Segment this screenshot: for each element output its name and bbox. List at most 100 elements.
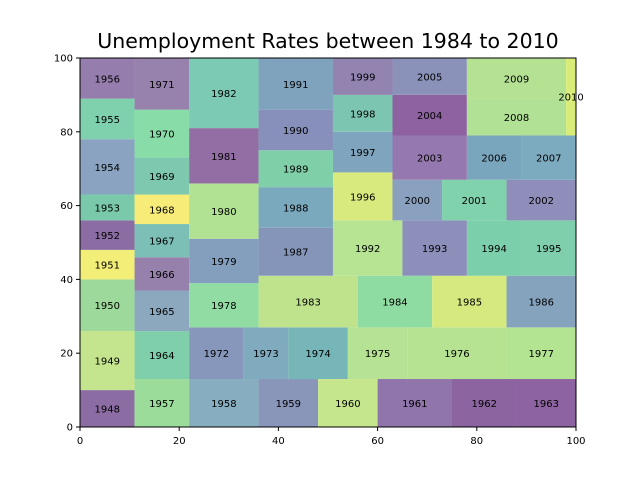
cell-rect [189, 283, 259, 328]
cell-label: 2007 [536, 154, 561, 165]
cell-rect [332, 94, 393, 132]
cell-label: 1978 [211, 301, 236, 312]
cell-rect [134, 58, 190, 110]
x-tick-label: 100 [566, 436, 585, 447]
cell-label: 2006 [481, 154, 506, 165]
cell-rect [332, 220, 403, 276]
treemap-cell: 1979 [189, 238, 259, 284]
cell-rect [134, 224, 190, 258]
cell-rect [258, 109, 333, 151]
cell-label: 2002 [529, 196, 554, 207]
treemap-cell: 1983 [258, 275, 358, 328]
cell-label: 2008 [504, 113, 529, 124]
treemap-cell: 2006 [466, 135, 522, 180]
cell-rect [80, 98, 135, 140]
cell-label: 1968 [149, 205, 174, 216]
treemap-cell: 1952 [80, 220, 135, 250]
cell-label: 1975 [365, 349, 390, 360]
y-tick-label: 0 [67, 423, 73, 434]
treemap-cell: 1993 [402, 220, 467, 276]
cell-rect [506, 275, 576, 328]
treemap-cell: 2009 [466, 58, 567, 99]
cell-label: 1972 [204, 349, 229, 360]
cell-label: 1998 [350, 109, 375, 120]
cell-label: 1990 [283, 126, 308, 137]
cell-rect [466, 135, 522, 180]
cell-rect [566, 58, 576, 136]
cell-rect [506, 327, 576, 380]
treemap-cell: 1953 [80, 194, 135, 221]
treemap-cell: 1973 [243, 327, 289, 380]
cell-label: 1950 [95, 301, 120, 312]
cell-label: 1980 [211, 207, 236, 218]
treemap-cell: 2008 [466, 98, 567, 136]
cell-rect [318, 379, 378, 427]
cell-label: 1965 [149, 307, 174, 318]
cell-label: 2004 [417, 111, 442, 122]
treemap-cell: 1954 [80, 139, 135, 195]
treemap-cell: 1962 [452, 379, 517, 427]
treemap-cell: 1984 [357, 275, 433, 328]
cell-rect [392, 58, 467, 95]
cell-rect [442, 179, 507, 221]
cell-label: 1997 [350, 148, 375, 159]
treemap-cell: 2007 [521, 135, 576, 180]
cell-rect [332, 131, 393, 173]
cell-label: 1971 [149, 80, 174, 91]
treemap-cell: 1963 [516, 379, 576, 427]
cell-label: 1953 [95, 203, 120, 214]
treemap-cell: 1971 [134, 58, 190, 110]
treemap-cell: 1960 [318, 379, 378, 427]
treemap-cells: 1948 1949 1950 1951 1952 1953 1954 1955 1956 1957… [80, 58, 584, 427]
treemap-cell: 1970 [134, 109, 190, 158]
treemap-cell: 1976 [407, 327, 507, 380]
chart-title: Unemployment Rates between 1984 to 2010 [97, 29, 558, 53]
cell-rect [189, 58, 259, 129]
cell-rect [332, 58, 393, 95]
cell-rect [189, 379, 259, 427]
cell-label: 1993 [422, 244, 447, 255]
treemap-cell: 1994 [466, 220, 522, 276]
treemap-cell: 1981 [189, 128, 259, 184]
treemap-cell: 1955 [80, 98, 135, 140]
cell-rect [134, 331, 190, 380]
cell-rect [392, 179, 443, 221]
treemap-cell: 1986 [506, 275, 576, 328]
cell-label: 1976 [444, 349, 469, 360]
cell-label: 1984 [382, 298, 407, 309]
cell-rect [189, 238, 259, 284]
cell-rect [258, 58, 333, 110]
cell-label: 1995 [536, 244, 561, 255]
cell-rect [402, 220, 467, 276]
cell-label: 1996 [350, 192, 375, 203]
y-axis: 0 20 40 60 80 100 [54, 54, 80, 434]
cell-rect [134, 379, 190, 427]
treemap-cell: 2001 [442, 179, 507, 221]
treemap-cell: 1966 [134, 257, 190, 291]
treemap-cell: 1990 [258, 109, 333, 151]
cell-rect [377, 379, 452, 427]
treemap-cell: 1991 [258, 58, 333, 110]
treemap-cell: 1968 [134, 194, 190, 225]
treemap-cell: 1961 [377, 379, 452, 427]
cell-rect [189, 327, 244, 380]
cell-rect [466, 98, 567, 136]
cell-rect [80, 390, 135, 427]
cell-label: 1987 [283, 248, 308, 259]
cell-label: 1970 [149, 130, 174, 141]
cell-rect [258, 227, 333, 276]
x-tick-label: 40 [272, 436, 285, 447]
cell-label: 2003 [417, 154, 442, 165]
cell-label: 1955 [95, 115, 120, 126]
treemap-cell: 1997 [332, 131, 393, 173]
cell-label: 1992 [355, 244, 380, 255]
treemap-cell: 1969 [134, 157, 190, 195]
cell-rect [506, 179, 576, 221]
treemap-cell: 1959 [258, 379, 319, 427]
cell-rect [134, 109, 190, 158]
treemap-cell: 1950 [80, 279, 135, 332]
treemap-cell: 1982 [189, 58, 259, 129]
cell-rect [521, 135, 576, 180]
cell-label: 1973 [253, 349, 278, 360]
treemap-cell: 2010 [558, 58, 584, 136]
